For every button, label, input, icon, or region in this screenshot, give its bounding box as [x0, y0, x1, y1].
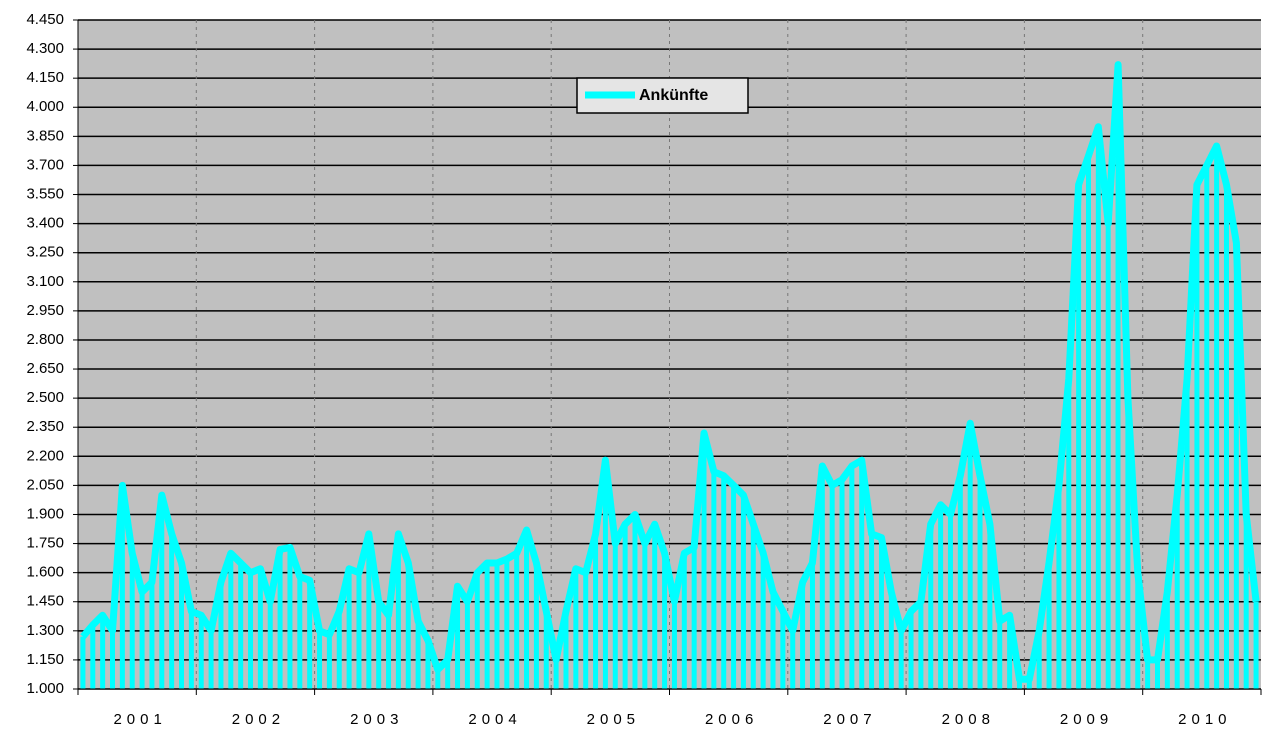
y-tick-label: 1.900: [26, 505, 64, 522]
y-tick-label: 1.300: [26, 622, 64, 639]
x-tick-label: 2004: [468, 711, 521, 728]
y-tick-label: 3.550: [26, 185, 64, 202]
y-tick-label: 1.600: [26, 564, 64, 581]
y-tick-label: 2.050: [26, 476, 64, 493]
y-tick-label: 2.500: [26, 389, 64, 406]
y-tick-label: 4.450: [26, 11, 64, 28]
y-tick-label: 2.950: [26, 302, 64, 319]
x-tick-label: 2001: [113, 711, 166, 728]
y-tick-label: 2.650: [26, 360, 64, 377]
x-tick-label: 2008: [942, 711, 995, 728]
y-tick-label: 4.150: [26, 69, 64, 86]
y-tick-label: 3.850: [26, 127, 64, 144]
y-tick-label: 4.000: [26, 98, 64, 115]
legend-label: Ankünfte: [639, 87, 708, 104]
x-tick-label: 2002: [232, 711, 285, 728]
y-tick-label: 1.000: [26, 680, 64, 697]
y-tick-label: 3.400: [26, 215, 64, 232]
x-tick-label: 2010: [1178, 711, 1231, 728]
series-line: [80, 61, 1260, 683]
x-tick-label: 2003: [350, 711, 403, 728]
y-tick-label: 1.750: [26, 535, 64, 552]
y-tick-label: 2.350: [26, 418, 64, 435]
y-tick-label: 2.800: [26, 331, 64, 348]
x-tick-label: 2006: [705, 711, 758, 728]
x-tick-label: 2005: [587, 711, 640, 728]
y-tick-label: 3.100: [26, 273, 64, 290]
y-tick-label: 3.700: [26, 156, 64, 173]
y-tick-label: 4.300: [26, 40, 64, 57]
y-tick-label: 2.200: [26, 447, 64, 464]
y-tick-label: 3.250: [26, 244, 64, 261]
x-tick-label: 2009: [1060, 711, 1113, 728]
y-tick-label: 1.450: [26, 593, 64, 610]
x-tick-label: 2007: [823, 711, 876, 728]
y-tick-label: 1.150: [26, 651, 64, 668]
